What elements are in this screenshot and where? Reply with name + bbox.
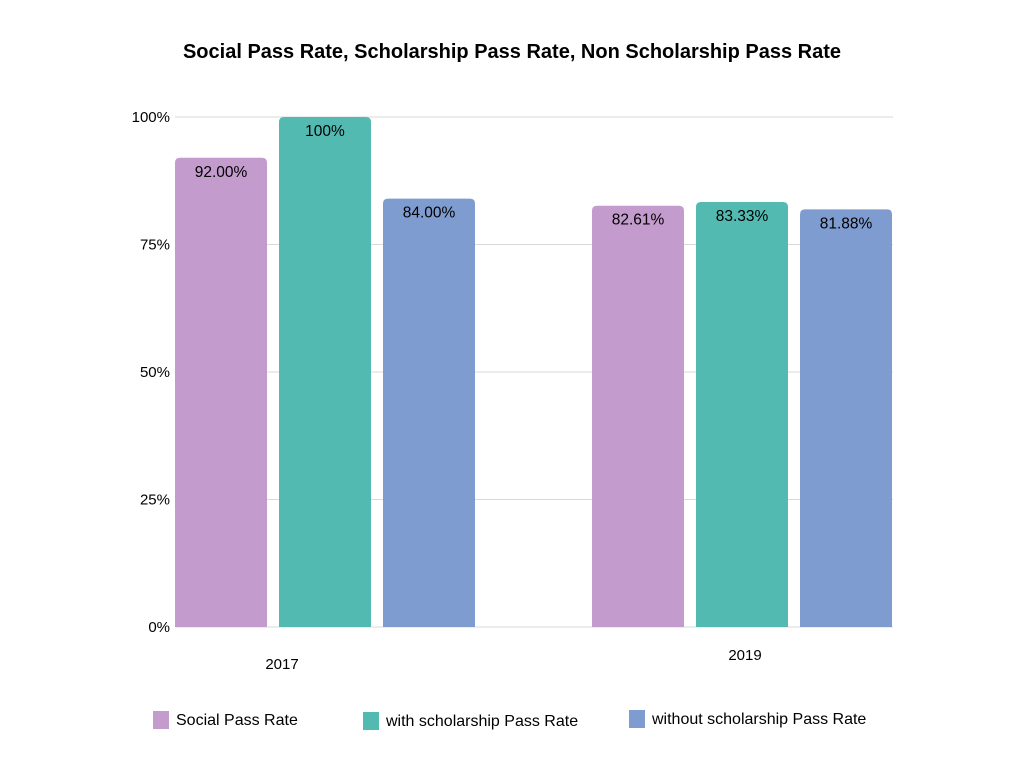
legend-swatch	[629, 710, 645, 728]
y-axis-ticks: 0% 25% 50% 75% 100%	[132, 109, 170, 636]
data-label: 92.00%	[195, 164, 248, 181]
x-axis-categories: 2017 2019	[265, 647, 761, 673]
data-label: 83.33%	[716, 208, 769, 225]
legend-swatch	[153, 711, 169, 729]
y-tick-label: 0%	[148, 619, 170, 636]
legend-item: Social Pass Rate	[153, 711, 298, 729]
bar	[383, 198, 475, 627]
legend: Social Pass Rate with scholarship Pass Ra…	[153, 710, 866, 730]
bar	[592, 205, 684, 627]
y-tick-label: 100%	[132, 109, 170, 126]
bar	[175, 157, 267, 628]
bar	[800, 209, 892, 628]
x-category-label: 2019	[728, 647, 761, 664]
data-label: 81.88%	[820, 215, 873, 232]
y-tick-label: 25%	[140, 492, 170, 509]
bars	[175, 117, 892, 628]
legend-swatch	[363, 712, 379, 730]
chart-title: Social Pass Rate, Scholarship Pass Rate,…	[183, 41, 841, 63]
legend-label: with scholarship Pass Rate	[385, 713, 578, 730]
legend-label: without scholarship Pass Rate	[651, 711, 866, 728]
legend-item: with scholarship Pass Rate	[363, 712, 578, 730]
legend-label: Social Pass Rate	[176, 712, 298, 729]
y-tick-label: 50%	[140, 364, 170, 381]
data-label: 84.00%	[403, 205, 456, 222]
bar	[279, 117, 371, 627]
y-tick-label: 75%	[140, 237, 170, 254]
x-category-label: 2017	[265, 656, 298, 673]
data-labels: 92.00% 100% 84.00% 82.61% 83.33% 81.88%	[195, 123, 873, 232]
legend-item: without scholarship Pass Rate	[629, 710, 866, 728]
data-label: 100%	[305, 123, 345, 140]
bar	[696, 202, 788, 627]
data-label: 82.61%	[612, 212, 665, 229]
